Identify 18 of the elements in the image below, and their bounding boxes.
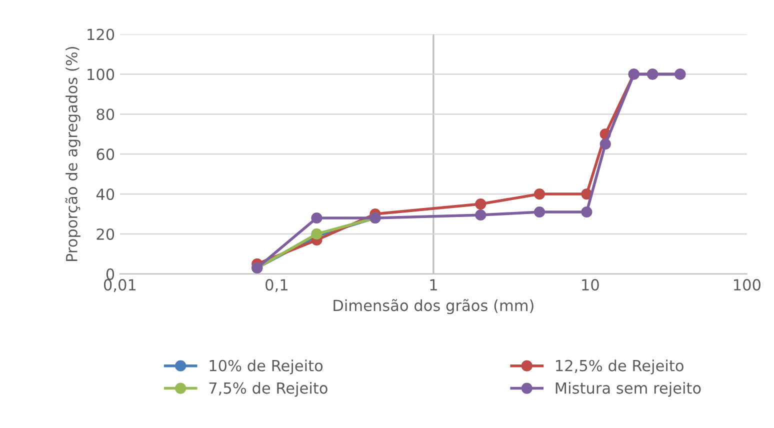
y-axis-title: Proporção de agregados (%) [65, 46, 80, 262]
legend-label: 7,5% de Rejeito [209, 382, 328, 397]
y-tick-label: 120 [88, 28, 114, 40]
y-tick-label: 0 [106, 268, 114, 280]
y-tick-label: 80 [96, 108, 114, 120]
y-tick-label: 100 [88, 68, 114, 80]
y-tick-label: 20 [96, 228, 114, 240]
legend-label: 12,5% de Rejeito [556, 360, 684, 374]
y-tick-label: 40 [96, 188, 114, 200]
x-tick-label: 0,01 [104, 279, 136, 292]
legend-label: Mistura sem rejeito [556, 382, 701, 397]
x-tick-label: 10 [582, 279, 599, 291]
x-tick-label: 0,1 [266, 279, 288, 292]
legend-label: 10% de Rejeito [210, 360, 323, 374]
x-tick-label: 1 [430, 279, 437, 290]
x-axis-title: Dimensão dos grãos (mm) [334, 299, 534, 314]
x-tick-label: 100 [734, 279, 760, 291]
y-tick-label: 60 [96, 148, 114, 160]
